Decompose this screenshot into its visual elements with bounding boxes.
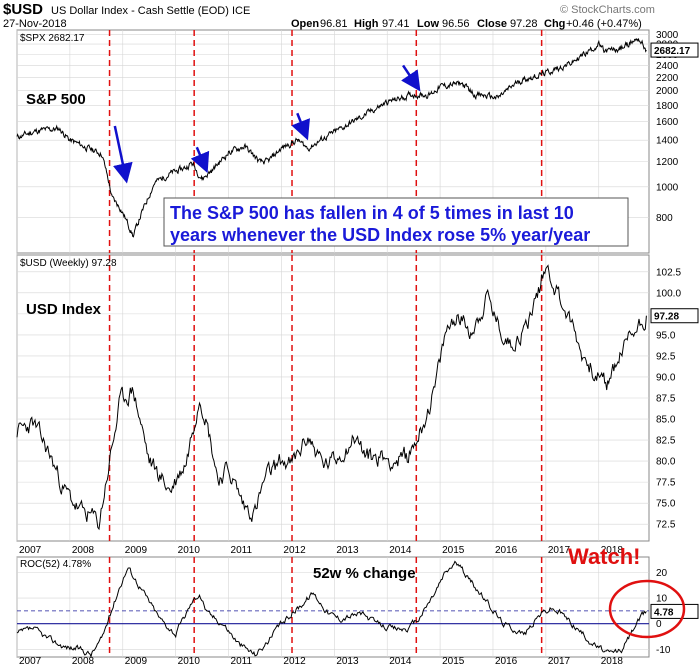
usd-ytick-label: 85.0 [656,415,676,426]
usd-ytick-label: 87.5 [656,394,676,405]
usd-xtick-label: 2009 [125,545,148,556]
roc-xtick-label: 2016 [495,656,518,667]
low-label: Low [417,18,439,30]
roc-xtick-label: 2018 [601,656,624,667]
usd-ytick-label: 92.5 [656,351,676,362]
roc-xtick-label: 2012 [283,656,306,667]
roc-xtick-label: 2013 [336,656,359,667]
usd-xtick-label: 2010 [178,545,201,556]
close-value: 97.28 [510,18,538,30]
open-label: Open [291,18,319,30]
roc-last-value: 4.78 [654,607,674,618]
roc-ytick-label: 10 [656,594,668,605]
usd-xtick-label: 2015 [442,545,465,556]
open-value: 96.81 [320,18,348,30]
spx-ytick-label: 3000 [656,30,679,41]
roc-xtick-label: 2010 [178,656,201,667]
spx-ytick-label: 1200 [656,157,679,168]
usd-xtick-label: 2008 [72,545,95,556]
usd-ytick-label: 77.5 [656,478,676,489]
roc-xtick-label: 2017 [548,656,571,667]
chg-label: Chg [544,18,565,30]
header-date: 27-Nov-2018 [3,18,67,30]
callout-box: The S&P 500 has fallen in 4 of 5 times i… [163,197,629,247]
spx-ytick-label: 800 [656,213,673,224]
decline-arrow [401,64,421,92]
spx-ytick-label: 1400 [656,136,679,147]
spx-last-value-badge [650,42,699,58]
spx-last-value: 2682.17 [654,46,691,57]
chg-value: +0.46 (+0.47%) [566,18,642,30]
ticks-layer: 3000280026002400220020001800160014001200… [19,30,699,667]
decline-arrow [291,112,310,141]
callout-line-1: The S&P 500 has fallen in 4 of 5 times i… [170,203,574,223]
usd-ytick-label: 95.0 [656,330,676,341]
roc-xtick-label: 2007 [19,656,42,667]
roc-xtick-label: 2009 [125,656,148,667]
usd-legend: $USD (Weekly) 97.28 [20,258,117,269]
spx-ytick-label: 2200 [656,73,679,84]
event-lines-layer [108,30,543,657]
usd-ytick-label: 102.5 [656,267,681,278]
spx-ytick-label: 2000 [656,86,679,97]
roc-ytick-label: 20 [656,568,668,579]
roc-xtick-label: 2011 [231,656,253,667]
spx-panel-title: S&P 500 [26,91,86,108]
usd-xtick-label: 2013 [336,545,359,556]
close-label: Close [477,18,507,30]
roc-last-value-badge [650,603,699,619]
chart-header: $USD US Dollar Index - Cash Settle (EOD)… [3,1,655,30]
spx-ytick-label: 1600 [656,117,679,128]
header-watermark: © StockCharts.com [560,4,655,16]
usd-panel-title: USD Index [26,301,102,318]
usd-xtick-label: 2014 [389,545,412,556]
usd-ytick-label: 75.0 [656,499,676,510]
callout-frame [163,197,629,247]
spx-legend: $SPX 2682.17 [20,33,85,44]
high-label: High [354,18,379,30]
decline-arrow [190,146,210,174]
high-value: 97.41 [382,18,410,30]
usd-ytick-label: 72.5 [656,520,676,531]
usd-xtick-label: 2016 [495,545,518,556]
roc-panel-title: 52w % change [313,565,416,582]
usd-xtick-label: 2017 [548,545,571,556]
spx-ytick-label: 1800 [656,101,679,112]
header-exchange: ICE [232,5,250,17]
roc-xtick-label: 2015 [442,656,465,667]
spx-series-line [16,38,647,238]
watch-label: Watch! [568,544,641,569]
grid-layer [16,30,649,657]
usd-last-value: 97.28 [654,312,679,323]
usd-xtick-label: 2011 [231,545,253,556]
usd-ytick-label: 100.0 [656,288,681,299]
spx-ytick-label: 2400 [656,61,679,72]
header-symbol: $USD [3,1,43,18]
decline-arrow [113,125,133,184]
watch-circle [608,579,686,639]
roc-xtick-label: 2008 [72,656,95,667]
usd-last-value-badge [650,308,699,324]
roc-xtick-label: 2014 [389,656,412,667]
roc-series-line [16,560,647,659]
usd-ytick-label: 82.5 [656,436,676,447]
header-description: US Dollar Index - Cash Settle (EOD) [51,5,229,17]
roc-ytick-label: 0 [656,619,662,630]
usd-ytick-label: 80.0 [656,457,676,468]
usd-xtick-label: 2007 [19,545,42,556]
series-layer [16,38,647,659]
roc-legend: ROC(52) 4.78% [20,559,91,570]
usd-ytick-label: 90.0 [656,372,676,383]
callout-line-2: years whenever the USD Index rose 5% yea… [170,225,590,245]
roc-ytick-label: -10 [656,645,671,656]
spx-ytick-label: 1000 [656,182,679,193]
usd-xtick-label: 2012 [283,545,306,556]
usd-xtick-label: 2018 [601,545,624,556]
low-value: 96.56 [442,18,470,30]
usd-series-line [16,264,647,531]
